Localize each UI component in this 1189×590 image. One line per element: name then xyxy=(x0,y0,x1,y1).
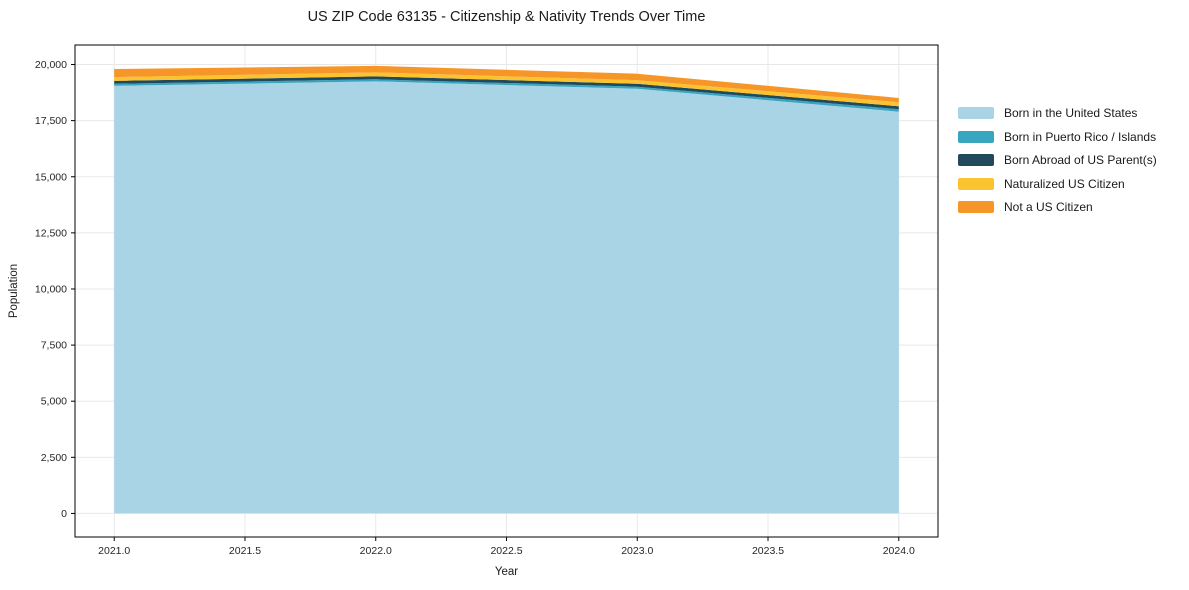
x-tick-label: 2023.0 xyxy=(621,545,653,557)
area-born-in-the-united-states xyxy=(114,81,899,514)
y-tick-label: 0 xyxy=(61,508,67,520)
x-axis-label: Year xyxy=(494,566,519,578)
legend-label: Born Abroad of US Parent(s) xyxy=(1004,153,1157,167)
y-tick-label: 10,000 xyxy=(35,283,67,295)
legend-label: Born in the United States xyxy=(1004,106,1138,120)
legend-item: Naturalized US Citizen xyxy=(958,176,1157,191)
y-tick-label: 7,500 xyxy=(41,340,67,352)
x-tick-label: 2021.5 xyxy=(229,545,261,557)
area-born-abroad-of-us-parent-s xyxy=(114,76,899,110)
legend-item: Born in the United States xyxy=(958,107,1157,119)
y-tick-label: 15,000 xyxy=(35,171,67,183)
chart-title: US ZIP Code 63135 - Citizenship & Nativi… xyxy=(307,9,706,25)
legend-label: Born in Puerto Rico / Islands xyxy=(1004,129,1157,144)
legend-swatch xyxy=(958,201,994,213)
y-tick-label: 5,000 xyxy=(41,396,67,408)
x-tick-label: 2024.0 xyxy=(883,545,915,557)
area-naturalized-us-citizen xyxy=(114,72,899,107)
y-tick-label: 12,500 xyxy=(35,227,67,239)
area-not-a-us-citizen xyxy=(114,65,899,103)
legend-swatch xyxy=(958,130,994,143)
legend-item: Born Abroad of US Parent(s) xyxy=(958,154,1157,166)
legend-swatch xyxy=(958,177,994,190)
legend: Born in the United States Born in Puerto … xyxy=(958,107,1157,213)
area-born-in-puerto-rico-islands xyxy=(114,79,899,112)
y-tick-label: 2,500 xyxy=(41,452,67,464)
x-tick-label: 2021.0 xyxy=(98,545,130,557)
legend-item: Born in Puerto Rico / Islands xyxy=(958,129,1157,144)
y-tick-label: 20,000 xyxy=(35,59,67,71)
y-tick-label: 17,500 xyxy=(35,115,67,127)
x-tick-label: 2023.5 xyxy=(752,545,784,557)
legend-label: Naturalized US Citizen xyxy=(1004,176,1125,191)
legend-swatch xyxy=(958,107,994,119)
legend-swatch xyxy=(958,154,994,166)
x-tick-label: 2022.5 xyxy=(490,545,522,557)
legend-label: Not a US Citizen xyxy=(1004,200,1093,214)
x-tick-label: 2022.0 xyxy=(360,545,392,557)
legend-item: Not a US Citizen xyxy=(958,201,1157,213)
